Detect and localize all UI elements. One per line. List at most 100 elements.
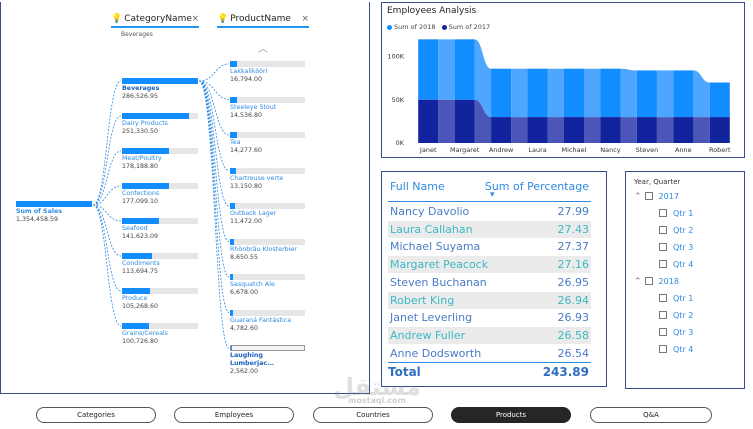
checkbox[interactable]: [659, 311, 667, 319]
product-label: Steeleye Stout: [230, 103, 277, 111]
slicer-year-item[interactable]: ⌃ 2017: [634, 192, 679, 202]
category-bar: [122, 113, 198, 119]
checkbox[interactable]: [644, 277, 653, 285]
employee-name: Janet Leverling: [390, 311, 473, 325]
product-node[interactable]: Guaraná Fantástica 4,782.60: [230, 309, 305, 333]
employee-name: Andrew Fuller: [390, 328, 466, 342]
bar-2017: [600, 117, 621, 143]
category-node[interactable]: Confections 177,099.10: [122, 183, 198, 206]
category-node[interactable]: Dairy Products 251,330.50: [122, 113, 198, 136]
product-node[interactable]: Laughing Lumberjac... 2,562.00: [230, 345, 305, 376]
checkbox[interactable]: [659, 328, 667, 336]
table-row[interactable]: Nancy Davolio 27.99: [388, 203, 591, 220]
category-level-header[interactable]: 💡 CategoryName ×: [111, 14, 199, 28]
checkbox[interactable]: [659, 260, 667, 268]
slicer-quarter-item[interactable]: Qtr 2: [659, 311, 693, 321]
tree-link: [198, 80, 230, 136]
ribbon-2018: [438, 39, 455, 100]
percentage-value: 26.94: [557, 293, 590, 307]
product-value: 14,536.80: [230, 111, 263, 119]
product-value: 8,650.55: [230, 253, 259, 261]
bar-2018: [491, 68, 512, 118]
table-row[interactable]: Andrew Fuller 26.58: [388, 326, 591, 344]
close-icon[interactable]: ×: [301, 14, 309, 24]
percentage-value: 26.54: [557, 346, 590, 360]
category-label: Seafood: [122, 225, 148, 232]
product-label: Rhönbräu Klosterbier: [230, 245, 297, 253]
product-node[interactable]: Lakkalikööri 16,794.00: [230, 61, 305, 84]
table-row[interactable]: Margaret Peacock 27.16: [388, 256, 591, 274]
checkbox[interactable]: [659, 345, 667, 353]
page-tab[interactable]: Products: [451, 407, 571, 423]
bar-2017: [636, 117, 657, 143]
checkbox[interactable]: [659, 209, 667, 217]
product-node[interactable]: Rhönbräu Klosterbier 8,650.55: [230, 238, 305, 262]
product-node[interactable]: Chartreuse verte 13,150.80: [230, 167, 305, 191]
category-node[interactable]: Produce 105,268.60: [122, 288, 198, 311]
x-tick-label: Michael: [562, 146, 587, 154]
table-row[interactable]: Anne Dodsworth 26.54: [388, 345, 591, 362]
slicer-quarter-item[interactable]: Qtr 2: [659, 226, 693, 236]
x-tick-label: Robert: [709, 146, 731, 154]
bar-2018: [563, 68, 585, 118]
product-value: 11,472.00: [230, 218, 263, 225]
ribbon-2018: [547, 68, 564, 118]
tree-link: [92, 115, 122, 206]
legend-item-2018[interactable]: Sum of 2018: [387, 23, 436, 31]
slicer-quarter-item[interactable]: Qtr 1: [659, 294, 693, 304]
product-node[interactable]: Outback Lager 11,472.00: [230, 203, 305, 226]
page-tab[interactable]: Employees: [174, 407, 294, 423]
category-node[interactable]: Seafood 141,623.09: [122, 218, 198, 241]
close-icon[interactable]: ×: [191, 14, 199, 24]
employee-name: Laura Callahan: [390, 222, 473, 236]
product-bar: [230, 238, 305, 245]
page-tab[interactable]: Categories: [36, 407, 156, 423]
chevron-up-icon[interactable]: ⌃: [634, 192, 642, 202]
category-level-filter: Beverages: [121, 31, 153, 38]
checkbox[interactable]: [659, 243, 667, 251]
checkbox[interactable]: [659, 294, 667, 302]
category-node[interactable]: Grains/Cereals 100,726.80: [122, 323, 198, 346]
checkbox[interactable]: [644, 192, 653, 200]
tree-root-node[interactable]: Sum of Sales 1,354,458.59: [16, 201, 92, 224]
product-node[interactable]: Tea 14,277.60: [230, 132, 305, 155]
chart-legend: Sum of 2018 Sum of 2017: [387, 23, 490, 31]
bar-2018: [673, 70, 694, 118]
product-value: 6,678.00: [230, 289, 259, 296]
lightbulb-icon: 💡: [111, 14, 123, 24]
legend-item-2017[interactable]: Sum of 2017: [441, 23, 490, 31]
slicer-quarter-item[interactable]: Qtr 4: [659, 260, 693, 270]
category-bar: [122, 323, 198, 329]
product-level-header[interactable]: 💡 ProductName ×: [217, 14, 309, 28]
page-tab[interactable]: Countries: [313, 407, 433, 423]
checkbox[interactable]: [659, 226, 667, 234]
sort-descending-icon[interactable]: ▾: [490, 190, 495, 200]
table-total-row: Total 243.89: [388, 362, 591, 379]
table-row[interactable]: Janet Leverling 26.93: [388, 309, 591, 326]
category-label: Condiments: [122, 260, 160, 267]
column-header-full-name[interactable]: Full Name: [390, 180, 445, 193]
category-node[interactable]: Beverages 286,526.95: [122, 78, 198, 101]
category-node[interactable]: Condiments 113,694.75: [122, 253, 198, 276]
category-bar: [122, 183, 198, 189]
table-row[interactable]: Robert King 26.94: [388, 291, 591, 309]
page-tab[interactable]: Q&A: [590, 407, 712, 423]
bar-2017: [491, 117, 512, 143]
column-header-sum-of-percentage[interactable]: Sum of Percentage: [484, 180, 589, 193]
slicer-year-item[interactable]: ⌃ 2018: [634, 277, 679, 287]
slicer-quarter-item[interactable]: Qtr 3: [659, 243, 693, 253]
percentage-value: 26.58: [557, 328, 590, 342]
table-row[interactable]: Michael Suyama 27.37: [388, 238, 591, 255]
table-row[interactable]: Steven Buchanan 26.95: [388, 274, 591, 291]
slicer-quarter-item[interactable]: Qtr 4: [659, 345, 693, 355]
chevron-up-icon[interactable]: ⌃: [634, 277, 642, 287]
slicer-quarter-item[interactable]: Qtr 1: [659, 209, 693, 219]
product-node[interactable]: Steeleye Stout 14,536.80: [230, 96, 305, 120]
table-row[interactable]: Laura Callahan 27.43: [388, 220, 591, 238]
bar-2017: [563, 117, 585, 143]
product-label: Sasquatch Ale: [230, 281, 275, 288]
scroll-up-chevron-icon[interactable]: ︿: [258, 44, 268, 55]
slicer-quarter-item[interactable]: Qtr 3: [659, 328, 693, 338]
category-node[interactable]: Meat/Poultry 178,188.80: [122, 148, 198, 171]
product-node[interactable]: Sasquatch Ale 6,678.00: [230, 274, 305, 297]
